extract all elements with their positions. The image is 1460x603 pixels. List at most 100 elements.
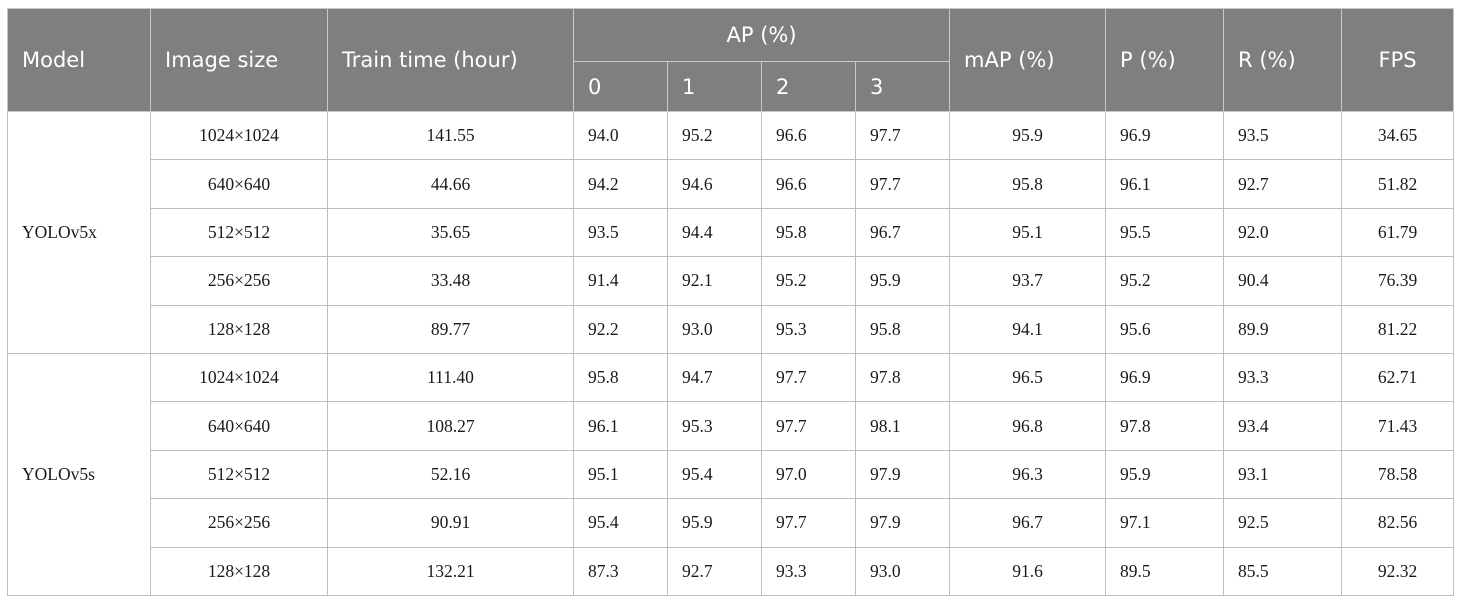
p-cell: 95.2 [1105, 256, 1225, 306]
map-cell: 96.8 [949, 401, 1107, 451]
ap-class-0-cell: 91.4 [573, 256, 668, 306]
p-cell: 96.9 [1105, 352, 1225, 403]
ap-class-0-cell: 87.3 [573, 546, 668, 596]
r-cell: 93.4 [1223, 401, 1343, 451]
results-table-container: Model Image size Train time (hour) AP (%… [7, 8, 1455, 596]
ap-class-2-cell: 95.8 [761, 207, 856, 258]
ap-class-0-cell: 95.8 [573, 352, 668, 403]
map-cell: 96.3 [949, 449, 1107, 500]
fps-cell: 78.58 [1341, 449, 1455, 500]
table-row: YOLOv5x 1024×1024 141.55 94.0 95.2 96.6 97.7 95… [7, 110, 1455, 354]
ap-class-1-cell: 93.0 [667, 304, 762, 354]
image-size-cell: 1024×1024 [150, 110, 328, 161]
train-time-cell: 108.27 [327, 401, 574, 451]
map-cell: 93.7 [949, 256, 1107, 306]
image-size-cell: 640×640 [150, 401, 328, 451]
fps-cell: 34.65 [1341, 110, 1455, 161]
r-cell: 92.7 [1223, 159, 1343, 209]
ap-class-1-cell: 95.4 [667, 449, 762, 500]
train-time-cell: 89.77 [327, 304, 574, 354]
r-cell: 93.3 [1223, 352, 1343, 403]
map-cell: 95.8 [949, 159, 1107, 209]
map-cell: 94.1 [949, 304, 1107, 354]
map-cell: 91.6 [949, 546, 1107, 596]
ap-class-2-cell: 96.6 [761, 110, 856, 161]
ap-class-2-cell: 97.7 [761, 498, 856, 548]
ap-class-3-cell: 97.7 [854, 159, 951, 209]
ap-class-3-cell: 97.8 [854, 352, 951, 403]
r-cell: 92.5 [1223, 498, 1343, 548]
table-row: 256×256 33.48 91.4 92.1 95.2 95.9 93.7 95.2 90.4… [8, 256, 1455, 306]
table-row: 512×512 35.65 93.5 94.4 95.8 96.7 95.1 95.5 92.0… [8, 207, 1455, 258]
ap-class-3-cell: 98.1 [854, 401, 951, 451]
image-size-cell: 256×256 [150, 498, 328, 548]
table-row: 512×512 52.16 95.1 95.4 97.0 97.9 96.3 95.9 93.1… [8, 449, 1455, 500]
train-time-cell: 52.16 [327, 449, 574, 500]
ap-class-0-cell: 92.2 [573, 304, 668, 354]
r-cell: 85.5 [1223, 546, 1343, 596]
p-cell: 95.9 [1105, 449, 1225, 500]
p-cell: 96.1 [1105, 159, 1225, 209]
model-cell: YOLOv5s [7, 352, 151, 596]
table-row: 128×128 132.21 87.3 92.7 93.3 93.0 91.6 89.5 85.… [8, 546, 1455, 596]
ap-class-1-cell: 92.1 [667, 256, 762, 306]
table-header: Model Image size Train time (hour) AP (%… [7, 8, 1455, 112]
ap-class-0-cell: 94.2 [573, 159, 668, 209]
ap-class-0-cell: 93.5 [573, 207, 668, 258]
r-cell: 93.5 [1223, 110, 1343, 161]
image-size-cell: 128×128 [150, 304, 328, 354]
fps-cell: 51.82 [1341, 159, 1455, 209]
train-time-cell: 33.48 [327, 256, 574, 306]
p-cell: 97.1 [1105, 498, 1225, 548]
fps-cell: 76.39 [1341, 256, 1455, 306]
ap-class-2-cell: 97.7 [761, 352, 856, 403]
image-size-cell: 512×512 [150, 449, 328, 500]
ap-class-2-cell: 95.2 [761, 256, 856, 306]
r-cell: 92.0 [1223, 207, 1343, 258]
header-p: P (%) [1105, 8, 1225, 112]
fps-cell: 81.22 [1341, 304, 1455, 354]
ap-class-2-cell: 96.6 [761, 159, 856, 209]
ap-class-1-cell: 94.4 [667, 207, 762, 258]
ap-class-3-cell: 96.7 [854, 207, 951, 258]
train-time-cell: 90.91 [327, 498, 574, 548]
results-table: Model Image size Train time (hour) AP (%… [7, 8, 1455, 596]
ap-class-1-cell: 95.3 [667, 401, 762, 451]
ap-class-3-cell: 95.9 [854, 256, 951, 306]
map-cell: 95.9 [949, 110, 1107, 161]
ap-class-1-cell: 94.7 [667, 352, 762, 403]
model-cell: YOLOv5x [7, 111, 151, 354]
ap-class-1-cell: 92.7 [667, 546, 762, 596]
table-row: 640×640 108.27 96.1 95.3 97.7 98.1 96.8 97.8 93.… [8, 401, 1455, 451]
fps-cell: 62.71 [1341, 352, 1455, 403]
ap-class-0-cell: 96.1 [573, 401, 668, 451]
image-size-cell: 1024×1024 [150, 352, 328, 403]
ap-class-1-cell: 95.2 [667, 110, 762, 161]
train-time-cell: 132.21 [327, 546, 574, 596]
train-time-cell: 35.65 [327, 207, 574, 258]
header-ap-class-0: 0 [573, 61, 668, 112]
r-cell: 89.9 [1223, 304, 1343, 354]
header-fps: FPS [1341, 8, 1455, 112]
r-cell: 93.1 [1223, 449, 1343, 500]
map-cell: 96.5 [949, 352, 1107, 403]
ap-class-0-cell: 95.1 [573, 449, 668, 500]
r-cell: 90.4 [1223, 256, 1343, 306]
header-model: Model [7, 8, 151, 112]
ap-class-3-cell: 97.7 [854, 110, 951, 161]
table-row: 256×256 90.91 95.4 95.9 97.7 97.9 96.7 97.1 92.5… [8, 498, 1455, 548]
ap-class-2-cell: 97.0 [761, 449, 856, 500]
map-cell: 96.7 [949, 498, 1107, 548]
ap-class-2-cell: 97.7 [761, 401, 856, 451]
p-cell: 89.5 [1105, 546, 1225, 596]
table-row: 128×128 89.77 92.2 93.0 95.3 95.8 94.1 95.6 89.9… [8, 304, 1455, 354]
ap-class-1-cell: 94.6 [667, 159, 762, 209]
ap-class-3-cell: 95.8 [854, 304, 951, 354]
fps-cell: 82.56 [1341, 498, 1455, 548]
ap-class-0-cell: 94.0 [573, 110, 668, 161]
header-ap-class-1: 1 [667, 61, 762, 112]
map-cell: 95.1 [949, 207, 1107, 258]
p-cell: 95.5 [1105, 207, 1225, 258]
ap-class-3-cell: 97.9 [854, 498, 951, 548]
table-body: YOLOv5x 1024×1024 141.55 94.0 95.2 96.6 97.7 95… [7, 110, 1455, 596]
